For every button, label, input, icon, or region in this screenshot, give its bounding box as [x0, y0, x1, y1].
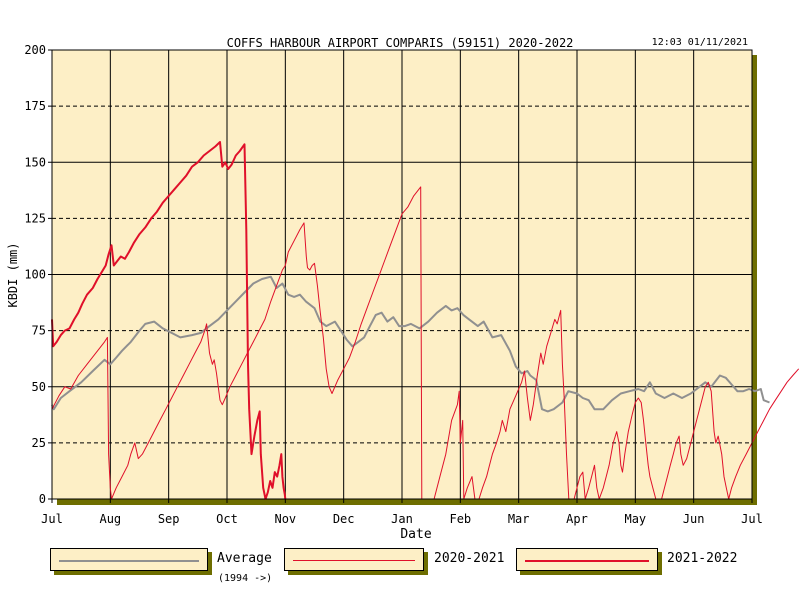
- y-tick-label-125: 125: [24, 211, 46, 225]
- y-tick-label-25: 25: [32, 436, 46, 450]
- x-tick-label-dec-5: Dec: [333, 512, 355, 526]
- legend-label-average: Average: [217, 551, 272, 566]
- x-tick-label-apr-9: Apr: [566, 512, 588, 526]
- series-line-2021-2022: [51, 141, 287, 500]
- legend-sublabel-average: (1994 ->): [218, 573, 273, 584]
- legend-label-2020-2021: 2020-2021: [434, 551, 505, 566]
- grid-lines: [52, 50, 752, 499]
- y-tick-label-50: 50: [32, 380, 46, 394]
- legend-label-2021-2022: 2021-2022: [667, 551, 738, 566]
- x-tick-label-jul-0: Jul: [41, 512, 63, 526]
- x-tick-label-sep-2: Sep: [158, 512, 180, 526]
- x-tick-label-jan-6: Jan: [391, 512, 413, 526]
- legend-swatch-average: [59, 560, 199, 562]
- x-tick-label-jun-11: Jun: [683, 512, 705, 526]
- x-tick-label-mar-8: Mar: [508, 512, 530, 526]
- series-lines: [51, 141, 800, 500]
- legend-swatch-2021-2022: [525, 560, 649, 562]
- y-axis-ticks: 0 25 50 75 100 125 150 175 200: [24, 43, 52, 506]
- x-tick-label-may-10: May: [624, 512, 646, 526]
- timestamp: 12:03 01/11/2021: [652, 37, 748, 48]
- x-tick-label-oct-3: Oct: [216, 512, 238, 526]
- y-tick-label-100: 100: [24, 268, 46, 282]
- y-axis-label: KBDI (mm): [6, 242, 20, 307]
- series-line-average: [51, 275, 770, 413]
- x-axis-ticks: Jul Aug Sep Oct Nov Dec Jan Feb Mar Apr May Jun Jul: [41, 499, 763, 526]
- chart-title: COFFS HARBOUR AIRPORT COMPARIS (59151) 2…: [227, 36, 574, 50]
- y-tick-label-175: 175: [24, 99, 46, 113]
- x-tick-label-feb-7: Feb: [449, 512, 471, 526]
- x-axis-label: Date: [400, 527, 431, 542]
- x-tick-label-jul-12: Jul: [741, 512, 763, 526]
- legend-item-average: [50, 548, 208, 571]
- legend-item-2021-2022: [516, 548, 658, 571]
- x-tick-label-nov-4: Nov: [274, 512, 296, 526]
- legend-item-2020-2021: [284, 548, 424, 571]
- y-tick-label-75: 75: [32, 324, 46, 338]
- legend-swatch-2020-2021: [293, 560, 415, 561]
- series-line-2020-2021: [51, 186, 800, 500]
- y-tick-label-150: 150: [24, 155, 46, 169]
- y-tick-label-200: 200: [24, 43, 46, 57]
- y-tick-label-0: 0: [39, 492, 46, 506]
- x-tick-label-aug-1: Aug: [99, 512, 121, 526]
